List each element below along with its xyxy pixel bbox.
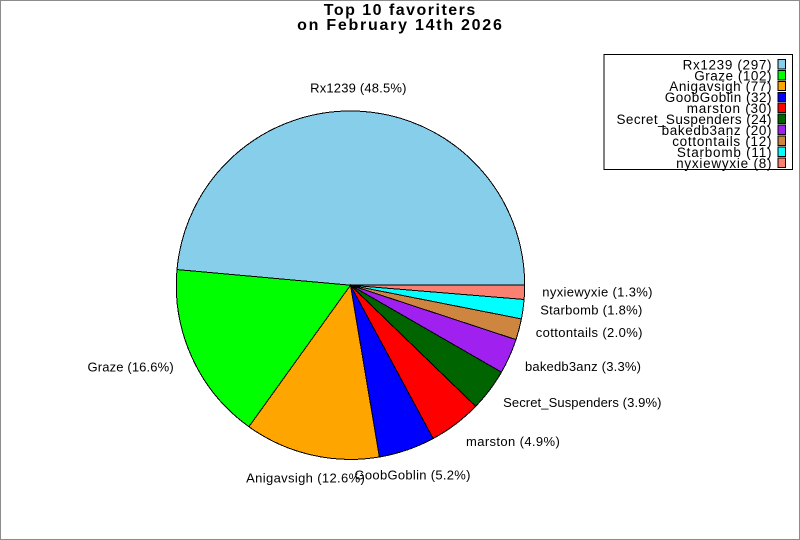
svg-text:Secret_Suspenders (24): Secret_Suspenders (24) <box>617 112 772 127</box>
svg-text:on February 14th 2026: on February 14th 2026 <box>297 17 502 34</box>
svg-text:Top 10 favoriters: Top 10 favoriters <box>324 2 476 19</box>
svg-text:bakedb3anz (3.3%): bakedb3anz (3.3%) <box>525 359 641 374</box>
svg-text:marston (4.9%): marston (4.9%) <box>466 434 560 449</box>
svg-text:nyxiewyxie (8): nyxiewyxie (8) <box>676 156 771 171</box>
svg-text:Graze (16.6%): Graze (16.6%) <box>88 359 174 374</box>
svg-text:Graze (102): Graze (102) <box>694 68 771 83</box>
svg-text:Anigavsigh (12.6%): Anigavsigh (12.6%) <box>246 471 365 486</box>
svg-text:Secret_Suspenders (3.9%): Secret_Suspenders (3.9%) <box>503 395 661 410</box>
svg-text:Rx1239 (297): Rx1239 (297) <box>683 57 772 72</box>
svg-text:nyxiewyxie (1.3%): nyxiewyxie (1.3%) <box>542 285 652 300</box>
svg-text:GoobGoblin (32): GoobGoblin (32) <box>665 90 772 105</box>
svg-text:marston (30): marston (30) <box>687 101 772 116</box>
svg-text:Rx1239 (48.5%): Rx1239 (48.5%) <box>310 80 406 95</box>
svg-text:Starbomb (11): Starbomb (11) <box>677 145 772 160</box>
svg-text:bakedb3anz (20): bakedb3anz (20) <box>662 123 772 138</box>
svg-text:Starbomb (1.8%): Starbomb (1.8%) <box>540 303 642 318</box>
svg-text:cottontails (2.0%): cottontails (2.0%) <box>536 325 643 340</box>
svg-text:GoobGoblin (5.2%): GoobGoblin (5.2%) <box>355 468 471 483</box>
svg-text:cottontails (12): cottontails (12) <box>672 134 771 149</box>
svg-text:Anigavsigh (77): Anigavsigh (77) <box>669 79 771 94</box>
